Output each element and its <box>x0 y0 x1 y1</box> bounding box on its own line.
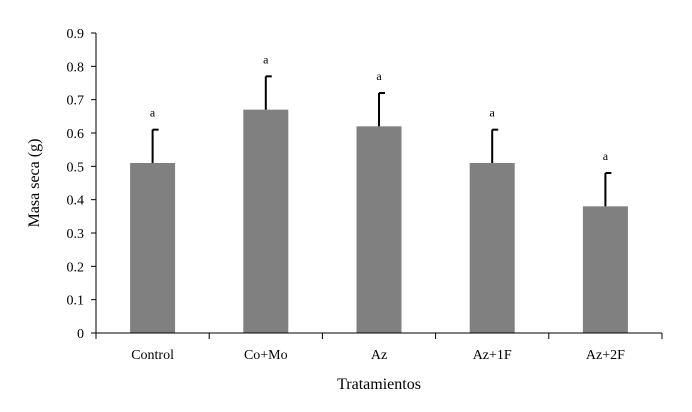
x-tick-label: Az <box>371 348 387 363</box>
significance-letter: a <box>603 149 609 163</box>
x-tick-label: Az+1F <box>473 348 512 363</box>
bar-az-2f <box>582 206 628 333</box>
y-tick-label: 0.3 <box>67 227 85 242</box>
y-tick-label: 0.4 <box>67 194 85 209</box>
significance-letter: a <box>490 106 496 120</box>
y-tick-label: 0.5 <box>67 160 85 175</box>
y-tick-label: 0.1 <box>67 294 85 309</box>
y-tick-label: 0.7 <box>67 94 85 109</box>
bar-az-1f <box>469 163 515 333</box>
y-tick-label: 0.2 <box>67 260 85 275</box>
x-axis-ticks: Control Co+Mo Az Az+1F Az+2F <box>95 333 663 363</box>
x-tick-label: Control <box>131 348 174 363</box>
significance-letter: a <box>150 106 156 120</box>
x-tick-label: Co+Mo <box>244 348 288 363</box>
y-tick-label: 0.8 <box>67 60 85 75</box>
bar-control <box>130 163 176 333</box>
x-tick-label: Az+2F <box>586 348 625 363</box>
y-axis-ticks: 0 0.1 0.2 0.3 0.4 0.5 0.6 0.7 0.8 0.9 <box>67 27 96 342</box>
bars-group <box>130 109 628 334</box>
significance-letter: a <box>376 69 382 83</box>
x-axis-label: Tratamientos <box>337 376 421 393</box>
y-axis-label: Masa seca (g) <box>26 139 43 228</box>
y-tick-label: 0 <box>77 327 84 342</box>
significance-letters-group: a a a a a <box>150 52 609 163</box>
y-tick-label: 0.9 <box>67 27 85 42</box>
error-bars-group <box>151 75 612 207</box>
bar-co-mo <box>243 109 289 334</box>
bar-az <box>356 126 402 333</box>
y-tick-label: 0.6 <box>67 127 85 142</box>
significance-letter: a <box>263 52 269 66</box>
